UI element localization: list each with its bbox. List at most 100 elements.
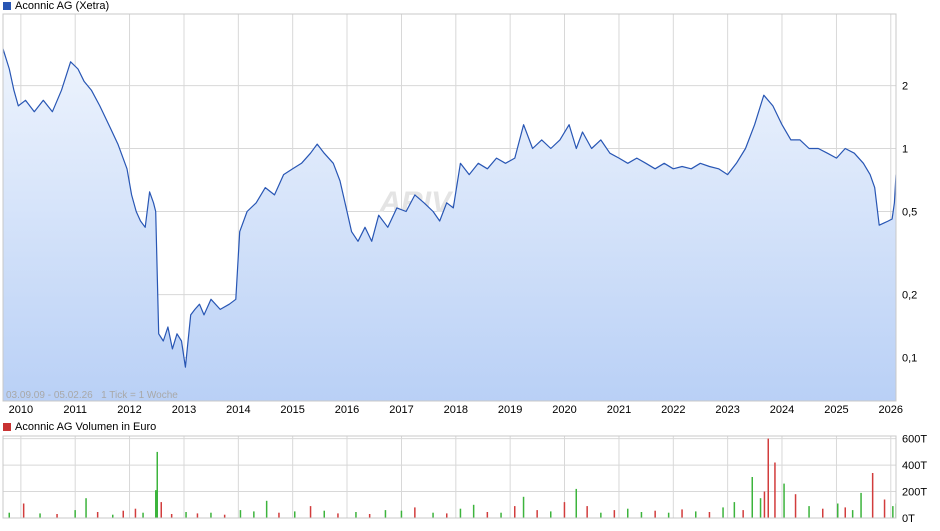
volume-bar [160,502,162,518]
volume-bar [56,514,58,518]
price-legend-label: Aconnic AG (Xetra) [15,0,110,12]
volume-bar [196,513,199,518]
volume-bar [575,488,577,518]
volume-bar [640,512,643,518]
volume-bar [500,512,502,518]
volume-bar [414,507,416,518]
volume-bar [472,504,475,518]
volume-frame-rect [2,435,897,519]
price-area [3,48,896,401]
volume-bar [85,498,87,518]
volume-bar [96,512,99,518]
x-tick-label: 2024 [770,404,794,416]
volume-bar [355,512,357,518]
x-tick-label: 2013 [172,404,196,416]
x-tick-label: 2017 [389,404,413,416]
volume-bar [871,473,874,518]
volume-bar [600,512,602,518]
x-tick-label: 2012 [117,404,141,416]
x-tick-label: 2022 [661,404,685,416]
y-tick-label: 0,2 [902,290,917,302]
volume-bar [774,462,776,518]
volume-bar [74,510,76,518]
volume-bar [742,510,744,518]
volume-gridlines [3,436,896,519]
y-tick-label: 0,1 [902,353,917,365]
volume-bar [844,507,846,518]
volume-bar [309,506,312,518]
x-tick-label: 2018 [444,404,468,416]
volume-bar [486,512,489,518]
volume-bar [613,510,616,518]
volume-legend: Aconnic AG Volumen in Euro [3,421,156,433]
volume-bar [253,511,255,518]
volume-legend-label: Aconnic AG Volumen in Euro [15,421,157,433]
volume-bar [563,502,566,518]
volume-bar [627,508,629,518]
x-tick-label: 2014 [226,404,250,416]
volume-plot-frame [2,435,897,519]
volume-bar [822,508,824,518]
volume-bar [783,483,785,518]
volume-bar [278,512,280,518]
x-tick-label: 2016 [335,404,359,416]
period-info-text: 03.09.09 - 05.02.26 1 Tick = 1 Woche [6,390,178,401]
volume-bar [733,502,736,518]
volume-bar [860,492,862,518]
x-tick-label: 2010 [9,404,33,416]
volume-bar [808,506,810,518]
volume-bar [384,510,387,518]
volume-bar [294,511,296,518]
x-tick-label: 2023 [715,404,739,416]
volume-y-tick-label: 400T [902,460,927,472]
volume-bar [368,514,371,518]
x-tick-label: 2026 [879,404,903,416]
volume-bar [185,512,187,518]
price-legend: Aconnic AG (Xetra) [3,0,109,12]
volume-bars [8,438,896,518]
volume-bar [586,506,588,518]
x-tick-label: 2019 [498,404,522,416]
volume-bar [323,510,325,518]
volume-bar [767,438,769,518]
volume-bar [170,514,173,518]
volume-bar [536,510,538,518]
volume-bar [8,512,10,518]
volume-bar [751,477,753,518]
volume-legend-swatch [3,423,11,431]
volume-bar [223,514,226,518]
volume-bar [134,508,137,518]
volume-bar [39,513,41,518]
volume-bar [22,503,25,518]
volume-bar [122,510,124,518]
volume-bar [514,506,516,518]
volume-bar [851,510,854,518]
y-tick-label: 2 [902,81,908,93]
volume-bar [522,496,525,518]
x-tick-label: 2015 [280,404,304,416]
volume-bar [883,499,886,518]
volume-y-tick-label: 600T [902,434,927,446]
volume-bar [892,506,894,518]
volume-bar [265,500,268,518]
price-y-axis: 0,1 0,2 0,5 1 2 [902,81,917,365]
volume-bar [156,451,158,518]
y-tick-label: 0,5 [902,206,917,218]
x-tick-label: 2025 [824,404,848,416]
x-tick-label: 2020 [552,404,576,416]
volume-bar [759,498,762,518]
volume-bar [763,491,766,518]
volume-bar [681,509,683,518]
price-line [3,48,896,368]
volume-bar [155,490,157,518]
volume-bar [337,513,339,518]
volume-y-tick-label: 0T [902,513,915,525]
volume-bar [400,510,403,518]
volume-bar [210,512,212,518]
volume-bar [667,512,670,518]
volume-bar [837,503,839,518]
x-tick-label: 2011 [63,404,87,416]
volume-bar [142,512,144,518]
